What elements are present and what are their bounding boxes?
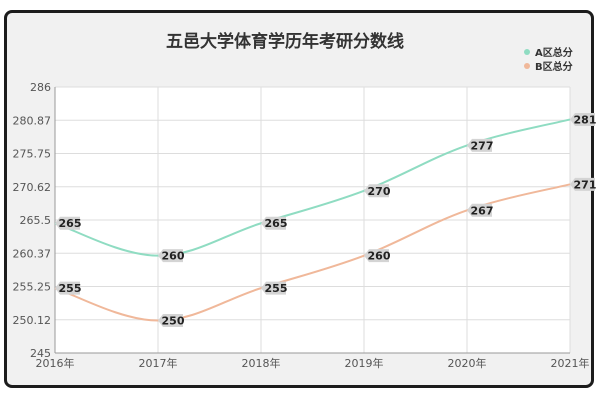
x-tick-label: 2019年 bbox=[345, 356, 384, 370]
data-label: 255 bbox=[55, 281, 82, 295]
axes: 245 250.12 255.25 260.37 265.5 270.62 275.75 28… bbox=[13, 81, 590, 370]
data-label-tag bbox=[364, 249, 389, 263]
y-tick-label: 286 bbox=[30, 81, 51, 94]
data-label-text: 267 bbox=[471, 204, 494, 217]
y-tick-label: 270.62 bbox=[13, 181, 52, 194]
data-label: 265 bbox=[55, 216, 82, 230]
data-label: 260 bbox=[158, 249, 185, 263]
data-label-text: 277 bbox=[471, 139, 494, 152]
y-tick-label: 260.37 bbox=[13, 247, 52, 260]
y-tick-label: 280.87 bbox=[13, 114, 52, 127]
data-label-tag bbox=[570, 177, 595, 191]
data-label-tag bbox=[158, 314, 183, 328]
data-label-tag bbox=[467, 203, 492, 217]
data-label-tag bbox=[55, 281, 80, 295]
data-label-text: 265 bbox=[59, 217, 82, 230]
data-label-tag bbox=[261, 216, 286, 230]
y-tick-label: 275.75 bbox=[13, 148, 52, 161]
data-label-tag bbox=[158, 249, 183, 263]
y-tick-label: 245 bbox=[30, 347, 51, 360]
legend: A区总分 B区总分 bbox=[524, 46, 573, 73]
data-label: 260 bbox=[364, 249, 391, 263]
legend-marker-b bbox=[524, 63, 530, 69]
data-label-tag bbox=[55, 216, 80, 230]
y-tick-label: 265.5 bbox=[20, 214, 52, 227]
x-tick-label: 2021年 bbox=[551, 356, 590, 370]
x-tick-label: 2017年 bbox=[139, 356, 178, 370]
data-label-text: 271 bbox=[574, 178, 597, 191]
legend-marker-a bbox=[524, 49, 530, 55]
x-tick-label: 2020年 bbox=[448, 356, 487, 370]
y-tick-label: 250.12 bbox=[13, 314, 52, 327]
data-label-text: 255 bbox=[265, 282, 288, 295]
data-label-text: 265 bbox=[265, 217, 288, 230]
data-label-text: 281 bbox=[574, 113, 597, 126]
data-label-text: 270 bbox=[368, 185, 391, 198]
y-tick-label: 255.25 bbox=[13, 281, 52, 294]
grid bbox=[54, 86, 571, 354]
data-label-tag bbox=[261, 281, 286, 295]
x-tick-label: 2018年 bbox=[242, 356, 281, 370]
data-label-text: 260 bbox=[368, 250, 391, 263]
data-label-tag bbox=[570, 112, 595, 126]
data-label: 265 bbox=[261, 216, 288, 230]
chart-title: 五邑大学体育学历年考研分数线 bbox=[166, 31, 404, 52]
data-label: 267 bbox=[467, 203, 494, 217]
data-label-tag bbox=[467, 138, 492, 152]
data-label: 277 bbox=[467, 138, 494, 152]
data-label-text: 255 bbox=[59, 282, 82, 295]
data-labels: 265 260 265 270 277 281 255 250 255 260 267 271 bbox=[55, 112, 597, 328]
legend-label-b: B区总分 bbox=[535, 60, 573, 73]
data-label-text: 260 bbox=[162, 250, 185, 263]
data-label: 270 bbox=[364, 184, 391, 198]
x-tick-label: 2016年 bbox=[36, 356, 75, 370]
data-label-text: 250 bbox=[162, 315, 185, 328]
data-label: 250 bbox=[158, 314, 185, 328]
data-label: 255 bbox=[261, 281, 288, 295]
data-label: 281 bbox=[570, 112, 597, 126]
data-label-tag bbox=[364, 184, 389, 198]
legend-label-a: A区总分 bbox=[535, 46, 573, 59]
data-label: 271 bbox=[570, 177, 597, 191]
